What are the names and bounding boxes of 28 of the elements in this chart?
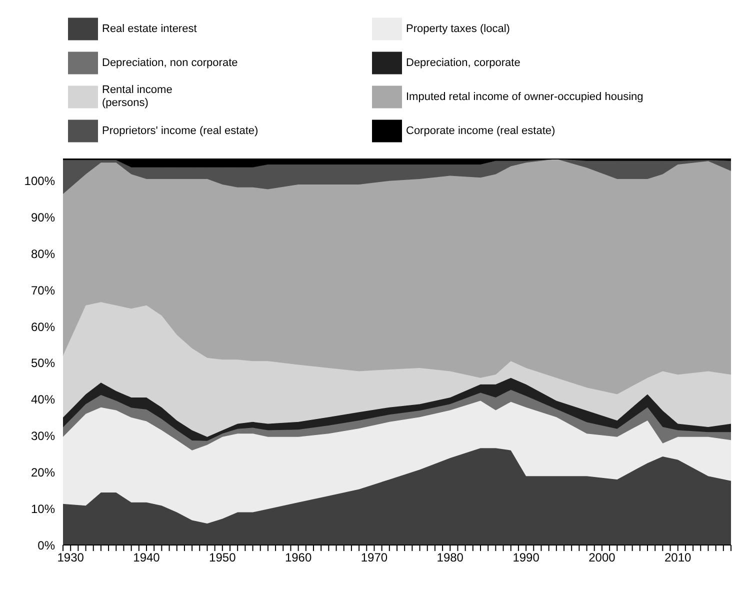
y-tick-label: 70% [30,283,56,298]
legend-label: Real estate interest [102,22,198,36]
y-tick-label: 20% [30,465,56,480]
legend-label: Imputed retal income of owner-occupied housing [406,90,644,104]
y-tick-label: 60% [30,320,56,334]
legend-label: Depreciation, corporate [406,56,522,70]
x-tick-label: 2010 [664,550,692,565]
legend-label: Depreciation, non corporate [102,56,239,70]
x-tick-label: 2000 [588,550,616,565]
legend-label: Rental income (persons) [102,84,174,110]
y-tick-label: 0% [38,538,56,552]
x-tick-label: 1960 [284,550,312,565]
y-tick-label: 90% [30,210,56,225]
x-tick-label: 1940 [133,550,160,565]
y-tick-label: 10% [30,502,56,516]
legend-label: Property taxes (local) [406,22,511,36]
x-tick-label: 1930 [57,550,84,565]
y-tick-label: 100% [24,174,56,188]
y-tick-label: 80% [30,246,56,261]
legend-label: Proprietors' income (real estate) [102,124,260,138]
x-tick-label: 1970 [360,550,388,565]
y-tick-label: 30% [30,429,56,444]
x-tick-label: 1950 [209,550,236,565]
legend-label: Corporate income (real estate) [406,124,556,138]
x-tick-label: 1990 [512,550,540,565]
x-tick-label: 1980 [436,550,464,565]
y-tick-label: 40% [30,392,56,407]
y-tick-label: 50% [30,356,56,370]
